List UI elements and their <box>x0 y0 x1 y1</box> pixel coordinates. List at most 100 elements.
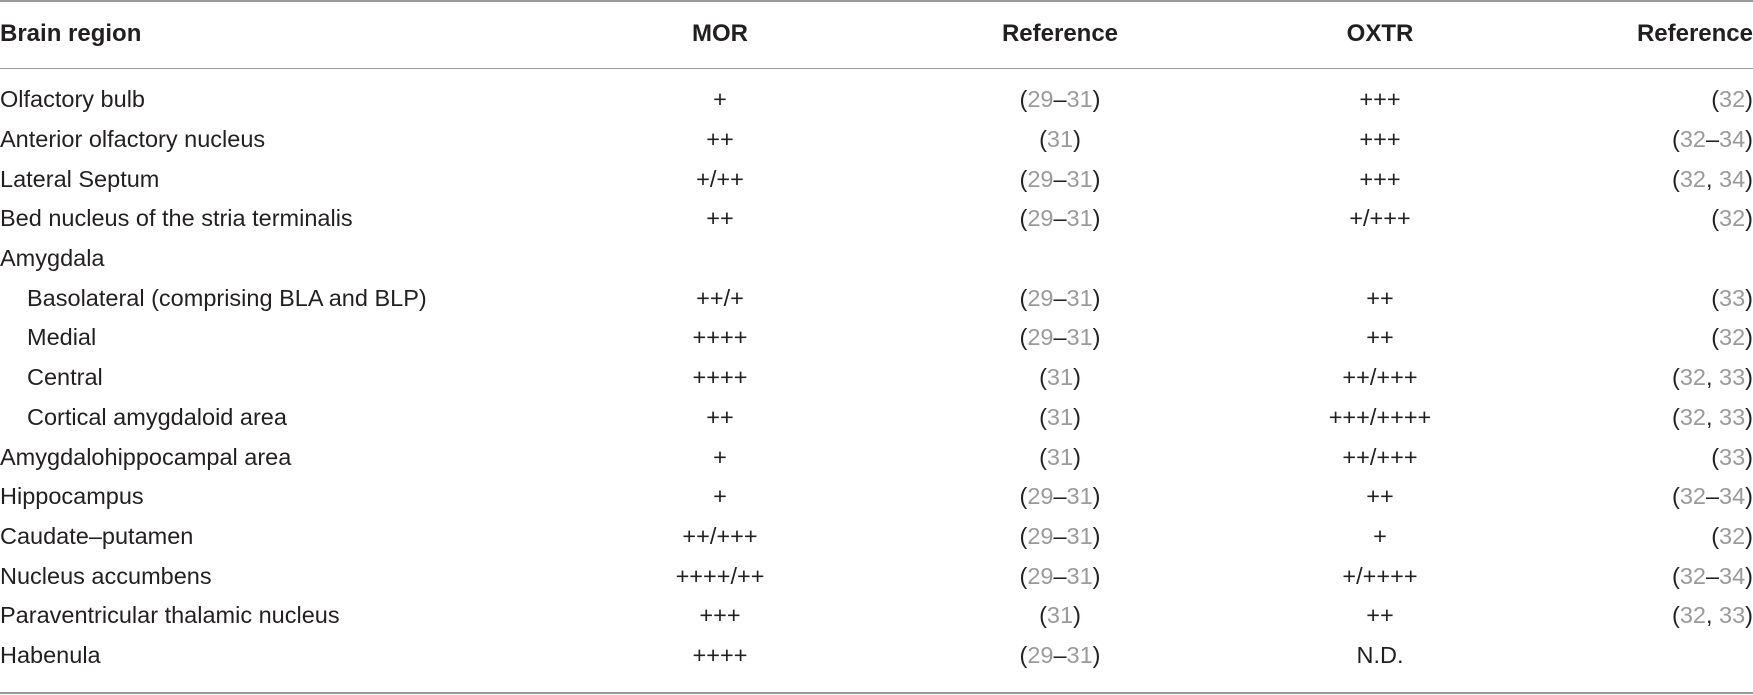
reference-number-link[interactable]: 32 <box>1679 403 1706 430</box>
reference-number-link[interactable]: 34 <box>1719 165 1746 192</box>
cell-brain-region: Paraventricular thalamic nucleus <box>0 602 340 629</box>
reference-number-link[interactable]: 34 <box>1719 126 1746 153</box>
reference-number-link[interactable]: 31 <box>1046 403 1074 430</box>
cell-oxtr-reference: (32) <box>1711 205 1753 232</box>
cell-mor: ++ <box>706 205 734 232</box>
cell-mor: ++/+++ <box>682 522 758 549</box>
cell-brain-region: Habenula <box>0 641 101 668</box>
reference-number-link[interactable]: 33 <box>1719 443 1746 470</box>
reference-number-link[interactable]: 31 <box>1066 641 1093 668</box>
table-row: Nucleus accumbens ++++/++ (29–31) +/++++ (32… <box>0 556 1753 596</box>
table-body: Olfactory bulb + (29–31) +++ (32) Anterior ol… <box>0 68 1753 675</box>
reference-number-link[interactable]: 31 <box>1046 443 1074 470</box>
header-oxtr: OXTR <box>1346 20 1414 47</box>
table-row: Paraventricular thalamic nucleus +++ (31) +… <box>0 596 1753 636</box>
cell-mor-reference: (29–31) <box>1019 641 1101 668</box>
reference-number-link[interactable]: 32 <box>1719 522 1746 549</box>
reference-number-link[interactable]: 31 <box>1046 126 1074 153</box>
reference-number-link[interactable]: 32 <box>1679 364 1706 391</box>
cell-mor: ++ <box>706 403 734 430</box>
table-row: Bed nucleus of the stria terminalis ++ (29… <box>0 199 1753 239</box>
table-header: Brain region MOR Reference OXTR Referenc… <box>0 0 1753 68</box>
reference-number-link[interactable]: 32 <box>1679 562 1706 589</box>
cell-oxtr-reference: (32, 33) <box>1672 364 1753 391</box>
cell-oxtr-reference: (32–34) <box>1671 562 1753 589</box>
reference-number-link[interactable]: 33 <box>1719 403 1746 430</box>
reference-number-link[interactable]: 29 <box>1027 562 1054 589</box>
cell-mor: +/++ <box>696 165 744 192</box>
reference-number-link[interactable]: 33 <box>1719 284 1746 311</box>
table-row: Olfactory bulb + (29–31) +++ (32) <box>0 68 1753 120</box>
header-oxtr-reference: Reference <box>1636 20 1753 47</box>
reference-number-link[interactable]: 32 <box>1719 205 1746 232</box>
cell-oxtr: ++ <box>1366 483 1394 510</box>
cell-mor-reference: (29–31) <box>1019 205 1101 232</box>
reference-number-link[interactable]: 29 <box>1027 165 1054 192</box>
table-row: Basolateral (comprising BLA and BLP) ++/+… <box>0 278 1753 318</box>
reference-number-link[interactable]: 31 <box>1066 324 1093 351</box>
reference-number-link[interactable]: 32 <box>1679 483 1706 510</box>
cell-mor: ++/+ <box>696 284 744 311</box>
reference-number-link[interactable]: 31 <box>1066 284 1093 311</box>
reference-number-link[interactable]: 34 <box>1719 562 1746 589</box>
cell-brain-region: Amygdalohippocampal area <box>0 443 292 470</box>
cell-oxtr: +++ <box>1359 86 1401 113</box>
cell-mor-reference <box>940 239 1180 279</box>
reference-number-link[interactable]: 29 <box>1027 205 1054 232</box>
reference-number-link[interactable]: 31 <box>1066 522 1093 549</box>
reference-number-link[interactable]: 34 <box>1719 483 1746 510</box>
cell-oxtr-reference: (32–34) <box>1671 126 1753 153</box>
header-rule <box>0 68 1753 69</box>
cell-oxtr: ++ <box>1366 602 1394 629</box>
reference-number-link[interactable]: 33 <box>1719 364 1746 391</box>
cell-oxtr-reference: (32) <box>1711 522 1753 549</box>
table-row: Anterior olfactory nucleus ++ (31) +++ (32–3… <box>0 120 1753 160</box>
cell-mor-reference: (29–31) <box>1019 165 1101 192</box>
reference-number-link[interactable]: 33 <box>1719 602 1746 629</box>
reference-number-link[interactable]: 32 <box>1679 602 1706 629</box>
reference-number-link[interactable]: 32 <box>1679 165 1706 192</box>
cell-brain-region: Anterior olfactory nucleus <box>0 126 266 153</box>
cell-oxtr: +++ <box>1359 165 1401 192</box>
reference-number-link[interactable]: 32 <box>1719 86 1746 113</box>
reference-number-link[interactable]: 29 <box>1027 324 1054 351</box>
cell-oxtr: ++ <box>1366 284 1394 311</box>
cell-mor-reference: (29–31) <box>1019 86 1101 113</box>
cell-oxtr-reference: (32–34) <box>1671 483 1753 510</box>
table-row: Amygdala <box>0 239 1753 279</box>
reference-number-link[interactable]: 31 <box>1046 602 1074 629</box>
table-row: Lateral Septum +/++ (29–31) +++ (32, 34) <box>0 159 1753 199</box>
cell-oxtr: ++/+++ <box>1342 443 1418 470</box>
cell-mor-reference: (29–31) <box>1019 284 1101 311</box>
cell-brain-region: Nucleus accumbens <box>0 562 212 589</box>
reference-number-link[interactable]: 29 <box>1027 483 1054 510</box>
reference-number-link[interactable]: 31 <box>1066 165 1093 192</box>
cell-mor: + <box>713 483 727 510</box>
cell-oxtr-reference <box>1580 636 1753 676</box>
cell-oxtr: +++/++++ <box>1328 403 1432 430</box>
cell-mor-reference: (31) <box>1039 126 1081 153</box>
reference-number-link[interactable]: 29 <box>1027 641 1054 668</box>
cell-mor-reference: (31) <box>1039 364 1081 391</box>
reference-number-link[interactable]: 31 <box>1066 86 1093 113</box>
reference-number-link[interactable]: 32 <box>1719 324 1746 351</box>
cell-mor-reference: (31) <box>1039 443 1081 470</box>
reference-number-link[interactable]: 29 <box>1027 522 1054 549</box>
reference-number-link[interactable]: 31 <box>1066 483 1093 510</box>
cell-brain-region: Bed nucleus of the stria terminalis <box>0 205 353 232</box>
reference-number-link[interactable]: 31 <box>1046 364 1074 391</box>
cell-mor: ++++ <box>692 364 748 391</box>
reference-number-link[interactable]: 32 <box>1679 126 1706 153</box>
reference-number-link[interactable]: 31 <box>1066 562 1093 589</box>
cell-oxtr: ++ <box>1366 324 1394 351</box>
table-row: Habenula ++++ (29–31) N.D. <box>0 636 1753 676</box>
reference-number-link[interactable]: 29 <box>1027 86 1054 113</box>
reference-number-link[interactable]: 29 <box>1027 284 1054 311</box>
header-mor: MOR <box>692 20 748 47</box>
cell-mor-reference: (31) <box>1039 602 1081 629</box>
reference-number-link[interactable]: 31 <box>1066 205 1093 232</box>
cell-brain-region: Hippocampus <box>0 483 144 510</box>
cell-mor: +++ <box>699 602 741 629</box>
cell-brain-region: Lateral Septum <box>0 165 160 192</box>
